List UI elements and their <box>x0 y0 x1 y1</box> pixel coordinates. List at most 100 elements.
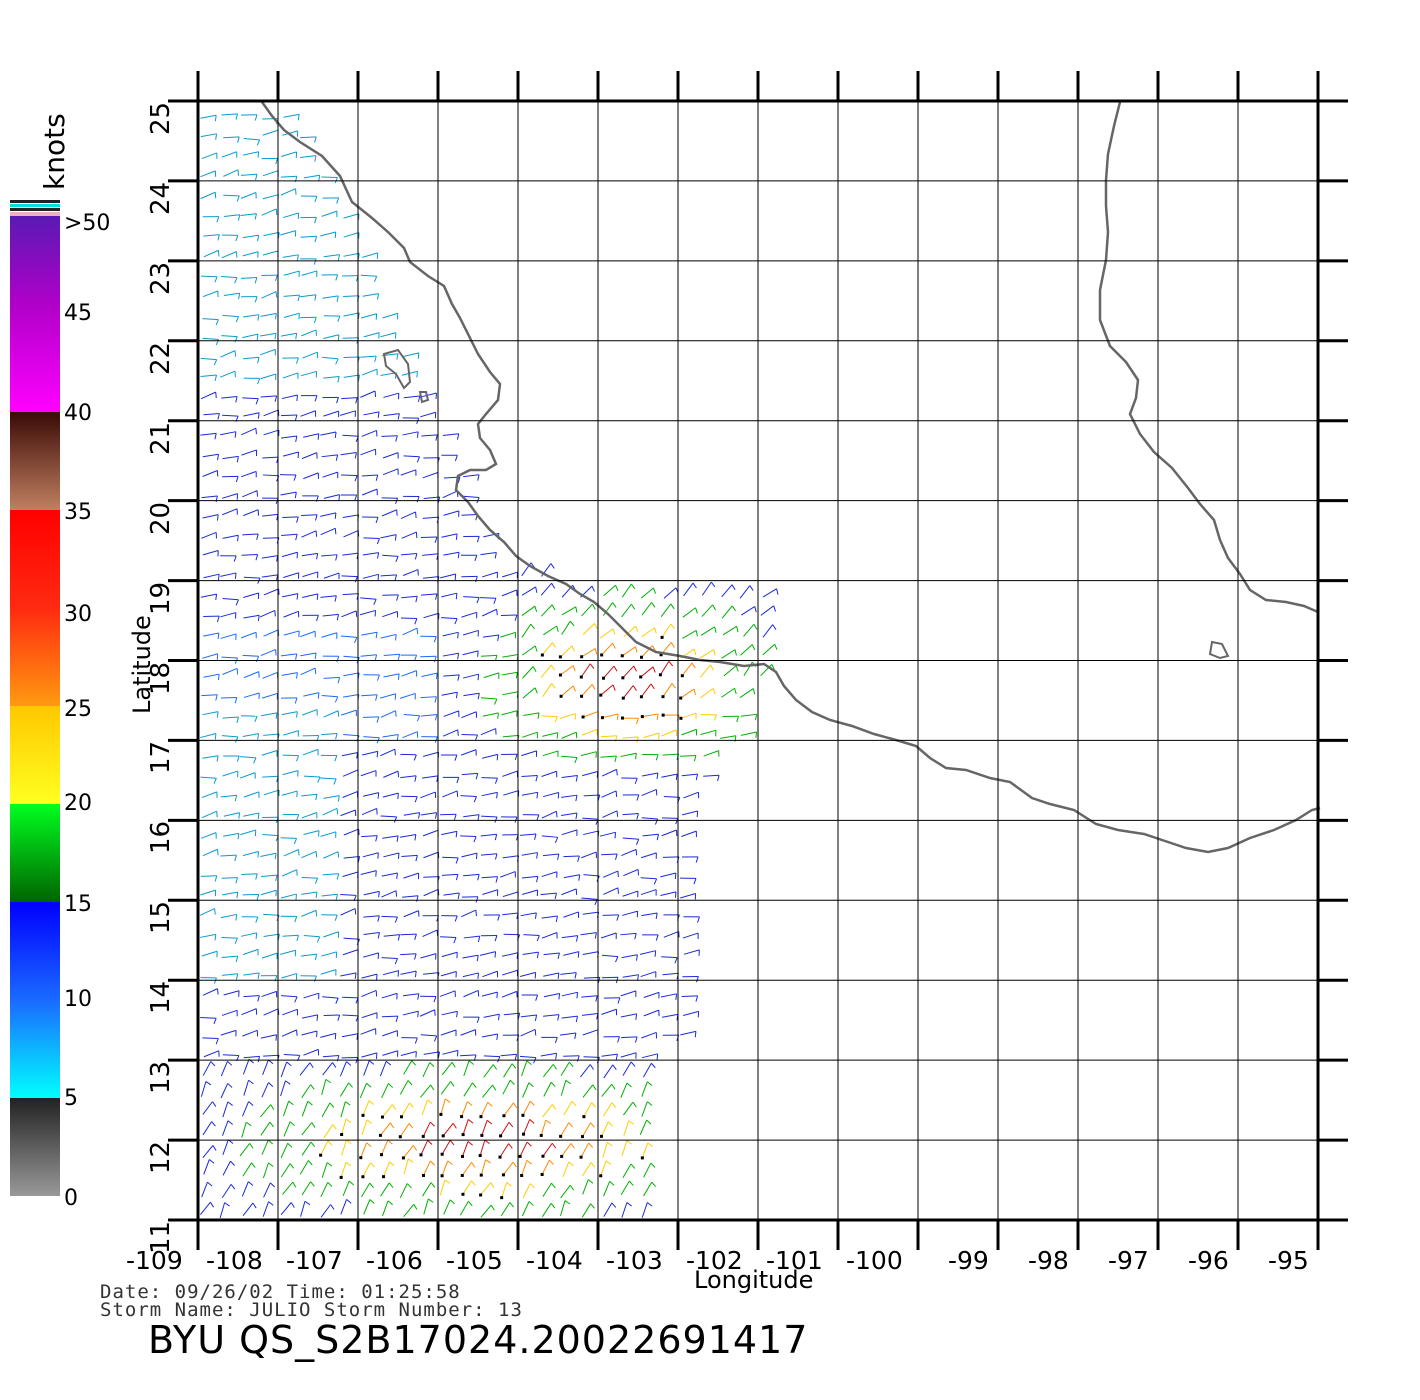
wind-vector <box>441 592 457 598</box>
wind-vector <box>240 631 257 639</box>
wind-barb <box>710 581 716 588</box>
wind-vector <box>343 856 360 859</box>
wind-vector <box>563 911 579 918</box>
wind-vector <box>701 581 712 596</box>
wind-vector <box>521 1201 530 1217</box>
wind-vector <box>441 1160 449 1176</box>
wind-barb <box>315 891 318 899</box>
latitude-tick-label: 15 <box>146 901 176 935</box>
wind-vector <box>262 537 279 539</box>
wind-vector <box>243 692 260 698</box>
wind-barb <box>494 951 497 958</box>
wind-barb <box>304 1200 311 1206</box>
wind-barb <box>215 133 218 140</box>
wind-vector <box>202 653 218 659</box>
wind-barb <box>394 749 396 756</box>
wind-vector <box>481 777 498 779</box>
wind-barb <box>295 534 298 541</box>
wind-vector <box>501 589 517 597</box>
wind-vector <box>303 934 320 938</box>
wind-barb <box>572 665 576 672</box>
wind-vector <box>241 1181 249 1197</box>
wind-vector <box>343 231 360 238</box>
wind-barb <box>394 916 398 923</box>
wind-vector <box>343 937 360 940</box>
wind-barb <box>334 528 337 535</box>
wind-vector <box>283 113 300 118</box>
wind-barb <box>492 1064 498 1070</box>
wind-vector <box>360 355 377 358</box>
wind-barb <box>211 1121 216 1127</box>
wind-vector <box>563 1100 573 1116</box>
wind-barb <box>296 254 299 261</box>
wind-vector <box>341 575 358 578</box>
rain-flag <box>401 1156 405 1160</box>
wind-vector <box>283 1054 300 1056</box>
wind-vector <box>203 413 220 416</box>
wind-barb <box>476 536 480 543</box>
wind-barb <box>255 174 258 181</box>
wind-barb <box>550 1081 556 1087</box>
wind-barb <box>457 476 461 484</box>
latitude-tick-label: 11 <box>146 1220 176 1254</box>
wind-barb <box>434 696 437 703</box>
wind-vector <box>402 569 419 576</box>
y-axis-label: Latitude <box>128 615 156 714</box>
wind-vector <box>541 1203 552 1217</box>
wind-barb <box>626 1082 632 1088</box>
wind-vector <box>300 235 317 238</box>
wind-barb <box>335 274 339 281</box>
wind-vector <box>441 830 458 836</box>
wind-barb <box>650 683 655 690</box>
wind-barb <box>326 1162 333 1167</box>
wind-barb <box>314 236 318 243</box>
wind-vector <box>260 1034 277 1039</box>
wind-vector <box>602 713 619 719</box>
wind-barb <box>515 672 518 679</box>
wind-vector <box>342 871 359 877</box>
wind-barb <box>444 1179 450 1184</box>
wind-vector <box>380 748 396 757</box>
wind-barb <box>214 115 217 122</box>
wind-barb <box>257 235 260 242</box>
wind-barb <box>455 533 458 540</box>
wind-barb <box>298 849 300 856</box>
wind-vector <box>202 453 219 458</box>
wind-vector <box>401 670 417 677</box>
wind-barb <box>257 314 260 321</box>
wind-vector <box>341 752 358 757</box>
wind-barb <box>571 1100 577 1107</box>
wind-vector <box>623 868 639 877</box>
wind-vector <box>242 397 259 400</box>
wind-vector <box>462 650 479 656</box>
wind-vector <box>479 951 496 956</box>
wind-vector <box>461 1162 472 1176</box>
wind-vector <box>482 889 498 895</box>
wind-vector <box>223 990 240 996</box>
wind-barb <box>575 795 578 802</box>
wind-barb <box>216 514 219 521</box>
wind-barb <box>470 1180 476 1186</box>
rain-flag <box>679 716 683 720</box>
wind-vector <box>640 971 657 978</box>
wind-vector <box>202 711 219 716</box>
wind-vector <box>361 1182 371 1198</box>
wind-barb <box>755 731 758 739</box>
wind-vector <box>541 810 557 819</box>
wind-vector <box>361 313 377 319</box>
wind-barb <box>253 757 257 764</box>
wind-vector <box>721 605 733 619</box>
wind-barb <box>413 754 417 761</box>
wind-barb <box>606 1142 613 1147</box>
wind-barb <box>509 1079 515 1085</box>
wind-barb <box>654 627 657 634</box>
wind-barb <box>314 652 317 660</box>
wind-vector <box>721 687 735 698</box>
wind-barb <box>697 916 700 923</box>
wind-vector <box>342 593 359 596</box>
latitude-tick-label: 21 <box>146 421 176 455</box>
wind-barb <box>269 1121 274 1128</box>
wind-vector <box>301 1141 312 1156</box>
wind-barb <box>529 1119 535 1124</box>
wind-vector <box>641 817 658 820</box>
